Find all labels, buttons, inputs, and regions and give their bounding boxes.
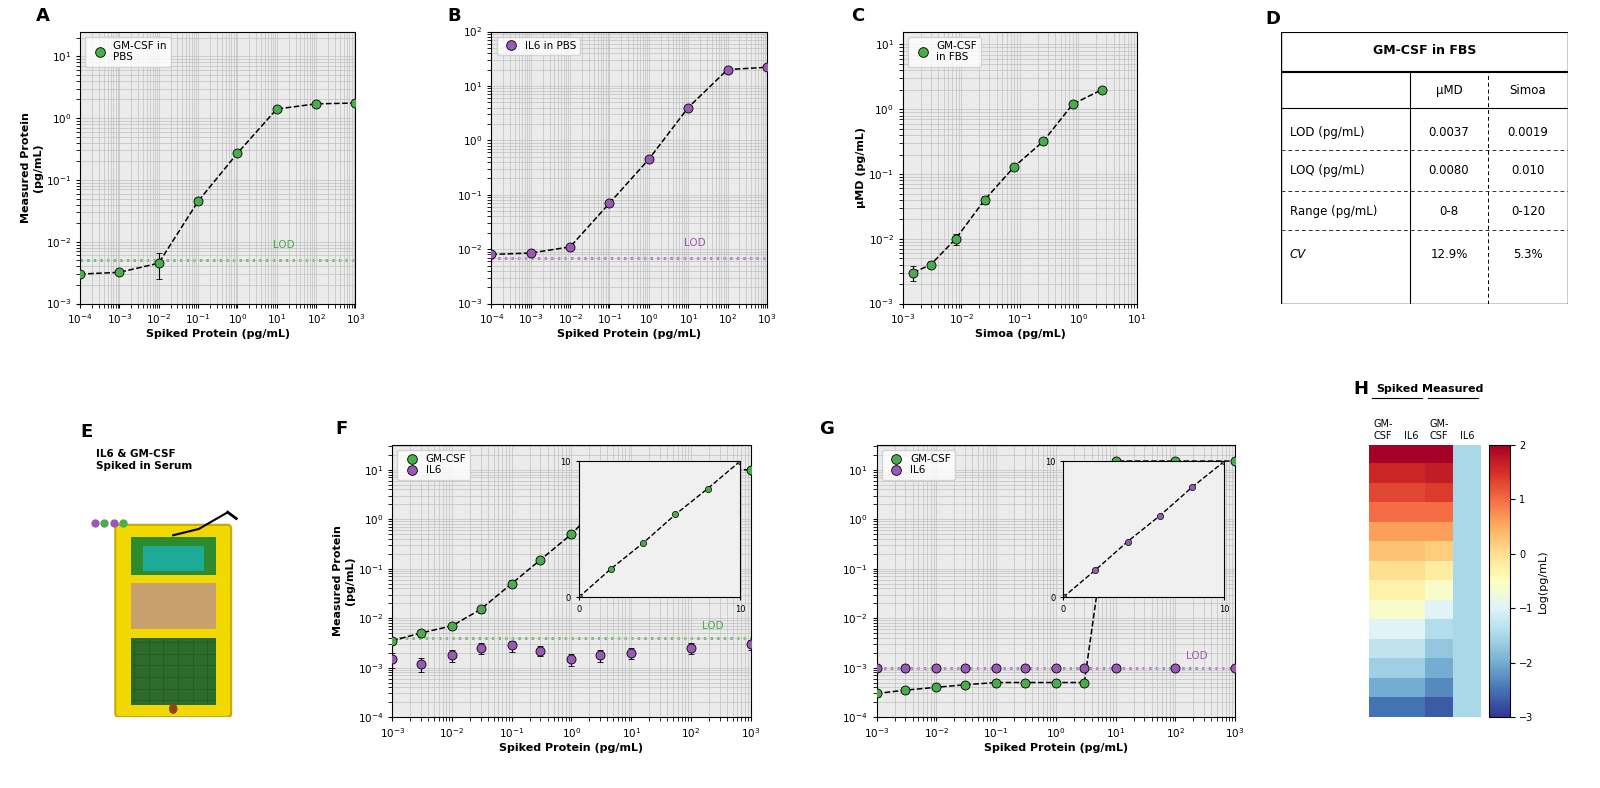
Text: LOD (pg/mL): LOD (pg/mL) — [1290, 125, 1365, 139]
Text: G: G — [819, 420, 834, 438]
Legend: GM-CSF
in FBS: GM-CSF in FBS — [909, 37, 981, 67]
Legend: GM-CSF, IL6: GM-CSF, IL6 — [397, 450, 470, 480]
Text: GM-CSF in FBS: GM-CSF in FBS — [1373, 44, 1477, 57]
Text: 0.0080: 0.0080 — [1429, 164, 1469, 177]
Bar — [131, 637, 216, 704]
Y-axis label: μMD (pg/mL): μMD (pg/mL) — [856, 127, 866, 208]
Text: CV: CV — [1290, 248, 1306, 261]
Text: 0-120: 0-120 — [1510, 205, 1546, 217]
Text: A: A — [35, 6, 50, 24]
X-axis label: Spiked Protein (pg/mL): Spiked Protein (pg/mL) — [499, 742, 643, 753]
Y-axis label: Log(pg/mL): Log(pg/mL) — [1538, 549, 1547, 613]
Text: E: E — [80, 423, 93, 441]
Text: LOD: LOD — [274, 240, 294, 250]
Text: LOQ (pg/mL): LOQ (pg/mL) — [1290, 164, 1365, 177]
Text: D: D — [1266, 9, 1280, 28]
Bar — [131, 537, 216, 575]
Text: 12.9%: 12.9% — [1430, 248, 1467, 261]
Circle shape — [170, 704, 178, 714]
Text: B: B — [448, 6, 461, 24]
FancyBboxPatch shape — [115, 525, 230, 717]
X-axis label: Spiked Protein (pg/mL): Spiked Protein (pg/mL) — [557, 329, 701, 339]
X-axis label: Simoa (pg/mL): Simoa (pg/mL) — [974, 329, 1066, 339]
Bar — [142, 546, 203, 571]
Text: D: D — [1278, 6, 1294, 24]
Text: LOD: LOD — [701, 621, 723, 631]
Y-axis label: Measured Protein
(pg/mL): Measured Protein (pg/mL) — [333, 526, 355, 637]
Text: LOD: LOD — [685, 239, 706, 248]
Legend: GM-CSF in
PBS: GM-CSF in PBS — [85, 37, 171, 67]
Text: Spiked: Spiked — [1376, 384, 1418, 394]
X-axis label: Spiked Protein (pg/mL): Spiked Protein (pg/mL) — [984, 742, 1128, 753]
Text: Range (pg/mL): Range (pg/mL) — [1290, 205, 1378, 217]
Bar — [131, 583, 216, 630]
X-axis label: Spiked Protein (pg/mL): Spiked Protein (pg/mL) — [146, 329, 290, 339]
Text: 0.0019: 0.0019 — [1507, 125, 1549, 139]
Text: GM-
CSF: GM- CSF — [1373, 419, 1392, 441]
Text: GM-
CSF: GM- CSF — [1429, 419, 1448, 441]
Text: 0.0037: 0.0037 — [1429, 125, 1469, 139]
Text: μMD: μMD — [1435, 84, 1462, 96]
Text: 0-8: 0-8 — [1440, 205, 1459, 217]
Text: 5.3%: 5.3% — [1514, 248, 1542, 261]
Text: IL6 & GM-CSF
Spiked in Serum: IL6 & GM-CSF Spiked in Serum — [96, 449, 192, 471]
Text: LOD: LOD — [1186, 651, 1208, 661]
Text: IL6: IL6 — [1403, 431, 1418, 441]
Text: Measured: Measured — [1422, 384, 1483, 394]
Text: Simoa: Simoa — [1509, 84, 1546, 96]
Y-axis label: Measured Protein
(pg/mL): Measured Protein (pg/mL) — [21, 112, 43, 223]
Legend: GM-CSF, IL6: GM-CSF, IL6 — [882, 450, 955, 480]
Text: 0.010: 0.010 — [1510, 164, 1544, 177]
Text: F: F — [334, 420, 347, 438]
Text: C: C — [851, 6, 864, 24]
Text: H: H — [1354, 380, 1368, 398]
Legend: IL6 in PBS: IL6 in PBS — [496, 37, 581, 55]
Text: IL6: IL6 — [1459, 431, 1474, 441]
